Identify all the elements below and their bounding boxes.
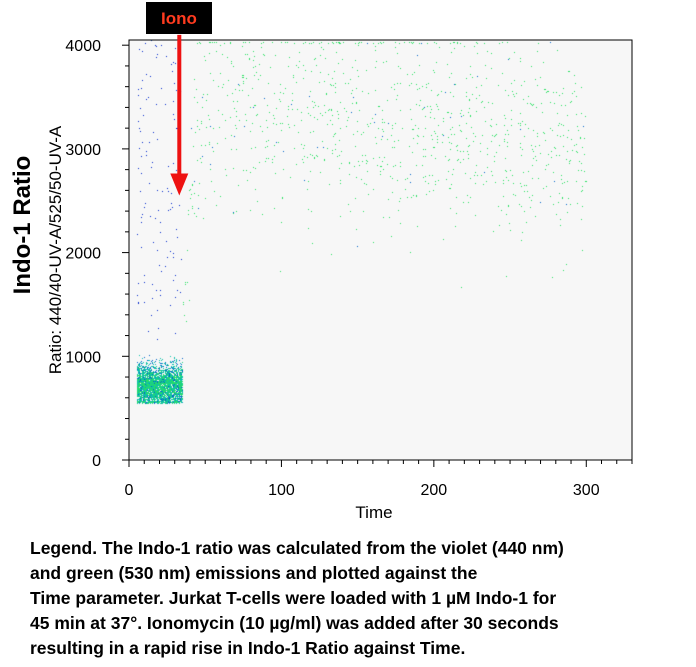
- iono-label: Iono: [161, 9, 197, 28]
- y-tick-label: 3000: [65, 142, 101, 159]
- legend-line: and green (530 nm) emissions and plotted…: [30, 563, 478, 583]
- iono-annotation: Iono: [146, 2, 212, 196]
- x-tick-label: 100: [268, 482, 295, 499]
- x-tick-label: 0: [125, 482, 134, 499]
- iono-arrow-head: [170, 173, 189, 196]
- y-tick-label: 4000: [65, 38, 101, 55]
- y-tick-label: 2000: [65, 246, 101, 263]
- y-axis-title: Ratio: 440/40-UV-A/525/50-UV-A: [46, 125, 65, 374]
- side-title: Indo-1 Ratio: [9, 156, 36, 295]
- legend-line: 45 min at 37°. Ionomycin (10 µg/ml) was …: [30, 613, 559, 633]
- y-tick-label: 1000: [65, 349, 101, 366]
- legend-line: resulting in a rapid rise in Indo-1 Rati…: [30, 638, 466, 658]
- x-axis-title: Time: [355, 503, 392, 522]
- plot-frame: [128, 39, 633, 461]
- y-tick-label: 0: [92, 453, 101, 470]
- x-tick-label: 300: [573, 482, 600, 499]
- y-axis: 0 1000 2000 3000 4000: [65, 38, 129, 470]
- legend-line: Legend. The Indo-1 ratio was calculated …: [30, 538, 564, 558]
- scatter-points: [129, 40, 632, 460]
- x-axis: 0 100 200 300: [125, 460, 633, 499]
- figure-legend: Legend. The Indo-1 ratio was calculated …: [30, 536, 686, 661]
- iono-label-box: [146, 2, 212, 34]
- legend-line: Time parameter. Jurkat T-cells were load…: [30, 588, 557, 608]
- x-tick-label: 200: [420, 482, 447, 499]
- density-points: [129, 40, 632, 460]
